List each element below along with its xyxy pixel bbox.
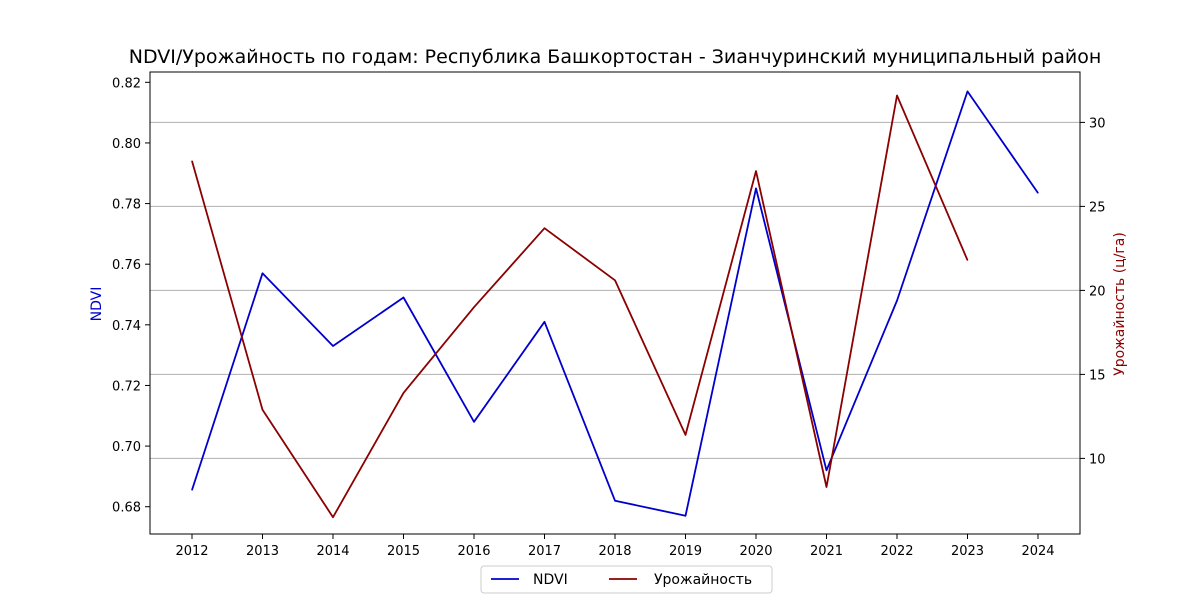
data-point xyxy=(261,272,264,274)
y-left-tick-label: 0.78 xyxy=(112,198,141,213)
data-point xyxy=(191,489,193,491)
data-point xyxy=(896,94,898,97)
data-point xyxy=(332,345,334,347)
data-point xyxy=(614,279,616,281)
x-tick-label: 2024 xyxy=(1021,544,1054,559)
data-point xyxy=(755,170,757,172)
y-axis-left-label: NDVI xyxy=(89,287,105,322)
data-point xyxy=(896,299,898,302)
y-left-tick-label: 0.70 xyxy=(112,440,141,455)
data-point xyxy=(614,500,616,502)
data-point xyxy=(473,421,475,423)
series-line-0 xyxy=(191,90,1039,517)
y-axis-right-label: Урожайность (ц/га) xyxy=(1112,232,1128,376)
y-left-tick-label: 0.68 xyxy=(112,501,141,516)
data-point xyxy=(966,259,969,261)
y-right-tick-label: 30 xyxy=(1089,116,1106,131)
data-point xyxy=(825,486,828,488)
data-point xyxy=(473,306,475,308)
data-point xyxy=(261,409,264,411)
x-tick-label: 2016 xyxy=(457,544,490,559)
x-tick-label: 2012 xyxy=(175,544,208,559)
y-right-tick-label: 25 xyxy=(1089,200,1106,215)
data-point xyxy=(966,90,969,93)
axes: 2012 2013 2014 2015 2016 2017 2018 2019 2020 2021… xyxy=(112,76,1106,559)
x-tick-label: 2014 xyxy=(316,544,349,559)
x-tick-label: 2013 xyxy=(246,544,279,559)
data-point xyxy=(402,296,405,299)
legend-label-1: Урожайность xyxy=(654,572,752,588)
data-point xyxy=(402,392,405,394)
data-point xyxy=(755,187,757,190)
data-point xyxy=(191,160,193,162)
series-lines xyxy=(191,90,1039,519)
x-tick-label: 2021 xyxy=(810,544,843,559)
y-left-tick-label: 0.74 xyxy=(112,319,141,334)
x-tick-label: 2019 xyxy=(669,544,702,559)
y-right-tick-label: 15 xyxy=(1089,368,1106,383)
chart-title: NDVI/Урожайность по годам: Республика Ба… xyxy=(129,46,1102,68)
x-tick-label: 2015 xyxy=(387,544,420,559)
x-tick-label: 2018 xyxy=(598,544,631,559)
legend: NDVI Урожайность xyxy=(480,565,773,594)
y-right-tick-label: 20 xyxy=(1089,284,1106,299)
data-point xyxy=(1037,192,1039,194)
data-point xyxy=(684,515,687,517)
data-point xyxy=(543,321,546,323)
y-left-tick-label: 0.72 xyxy=(112,379,141,394)
data-point xyxy=(332,516,334,518)
y-right-tick-label: 10 xyxy=(1089,452,1106,467)
y-left-tick-label: 0.80 xyxy=(112,137,141,152)
gridlines xyxy=(150,121,1080,459)
x-tick-label: 2017 xyxy=(528,544,561,559)
data-point xyxy=(684,434,687,436)
data-point xyxy=(825,469,828,471)
x-tick-label: 2022 xyxy=(880,544,913,559)
series-line-1 xyxy=(191,94,969,519)
x-tick-label: 2020 xyxy=(739,544,772,559)
x-tick-label: 2023 xyxy=(951,544,984,559)
data-point xyxy=(543,227,546,229)
y-left-tick-label: 0.76 xyxy=(112,258,141,273)
plot-area-frame xyxy=(149,71,1081,535)
y-left-tick-label: 0.82 xyxy=(112,76,141,91)
legend-label-0: NDVI xyxy=(533,572,568,588)
